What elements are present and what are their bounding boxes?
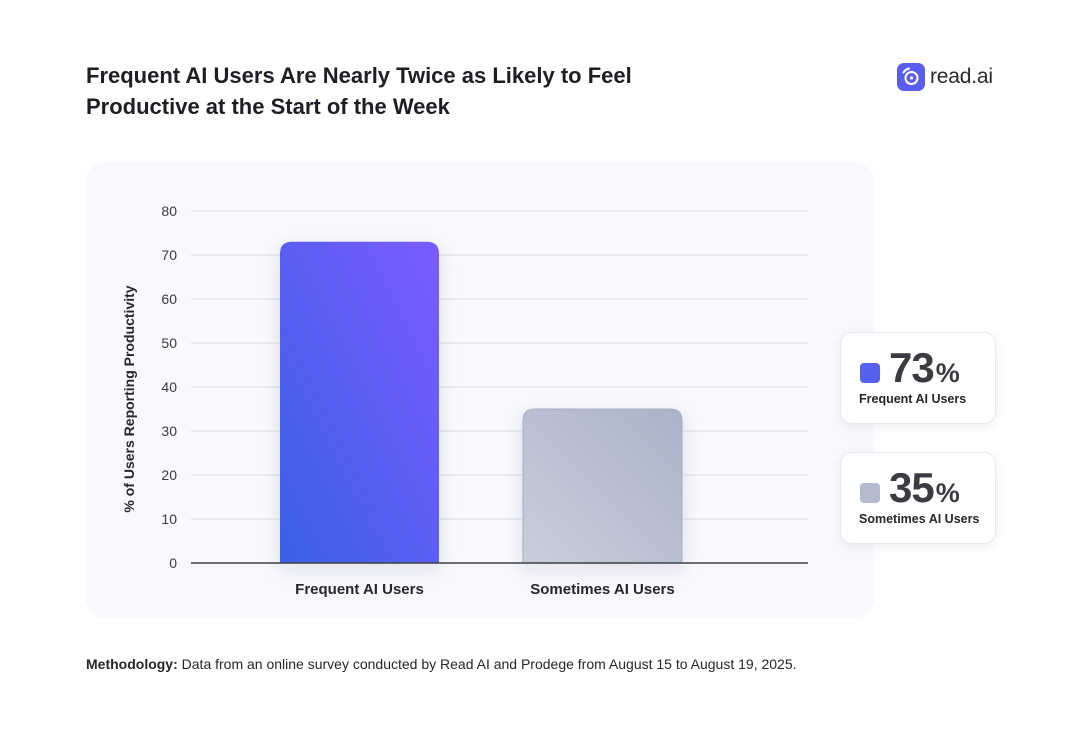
sometimes-color-swatch: [860, 483, 880, 503]
y-tick-label-40: 40: [161, 379, 177, 395]
y-tick-label-70: 70: [161, 247, 177, 263]
bar-chart: 0 10 20 30 40 50 60 70 80 Frequent AI Users Somet…: [121, 203, 808, 598]
chart-title-line-1: Frequent AI Users Are Nearly Twice as Li…: [86, 63, 632, 88]
methodology-note: Methodology: Data from an online survey …: [86, 656, 1066, 672]
y-tick-label-20: 20: [161, 467, 177, 483]
bars: [280, 241, 683, 564]
y-axis-label: % of Users Reporting Productivity: [121, 285, 137, 512]
x-label-frequent-ai-users: Frequent AI Users: [295, 581, 424, 598]
x-axis-labels: Frequent AI Users Sometimes AI Users: [295, 581, 675, 598]
y-tick-label-30: 30: [161, 423, 177, 439]
y-tick-label-50: 50: [161, 335, 177, 351]
y-axis-ticks: 0 10 20 30 40 50 60 70 80: [161, 203, 177, 571]
chart-title: Frequent AI Users Are Nearly Twice as Li…: [86, 60, 786, 122]
frequent-color-swatch: [860, 363, 880, 383]
stat-card-frequent: 73% Frequent AI Users: [840, 332, 996, 424]
methodology-text: Data from an online survey conducted by …: [181, 656, 797, 672]
stat-card-sometimes: 35% Sometimes AI Users: [840, 452, 996, 544]
stat-value-sometimes: 35%: [889, 464, 960, 511]
bar-sometimes-ai-users: [522, 408, 683, 564]
y-tick-label-0: 0: [169, 555, 177, 571]
bar-frequent-ai-users: [280, 241, 439, 564]
x-label-sometimes-ai-users: Sometimes AI Users: [530, 581, 675, 598]
chart-title-line-2: Productive at the Start of the Week: [86, 94, 450, 119]
y-tick-label-60: 60: [161, 291, 177, 307]
y-tick-label-10: 10: [161, 511, 177, 527]
methodology-label: Methodology:: [86, 656, 178, 672]
stat-label-frequent: Frequent AI Users: [859, 392, 967, 406]
stat-label-sometimes: Sometimes AI Users: [859, 512, 980, 526]
brand-name: read.ai: [930, 65, 993, 88]
y-tick-label-80: 80: [161, 203, 177, 219]
stat-value-frequent: 73%: [889, 344, 960, 391]
read-ai-logo-icon: [897, 63, 925, 91]
chart-panel: 0 10 20 30 40 50 60 70 80 Frequent AI Users Somet…: [86, 162, 874, 618]
brand-logo: read.ai: [897, 63, 993, 91]
